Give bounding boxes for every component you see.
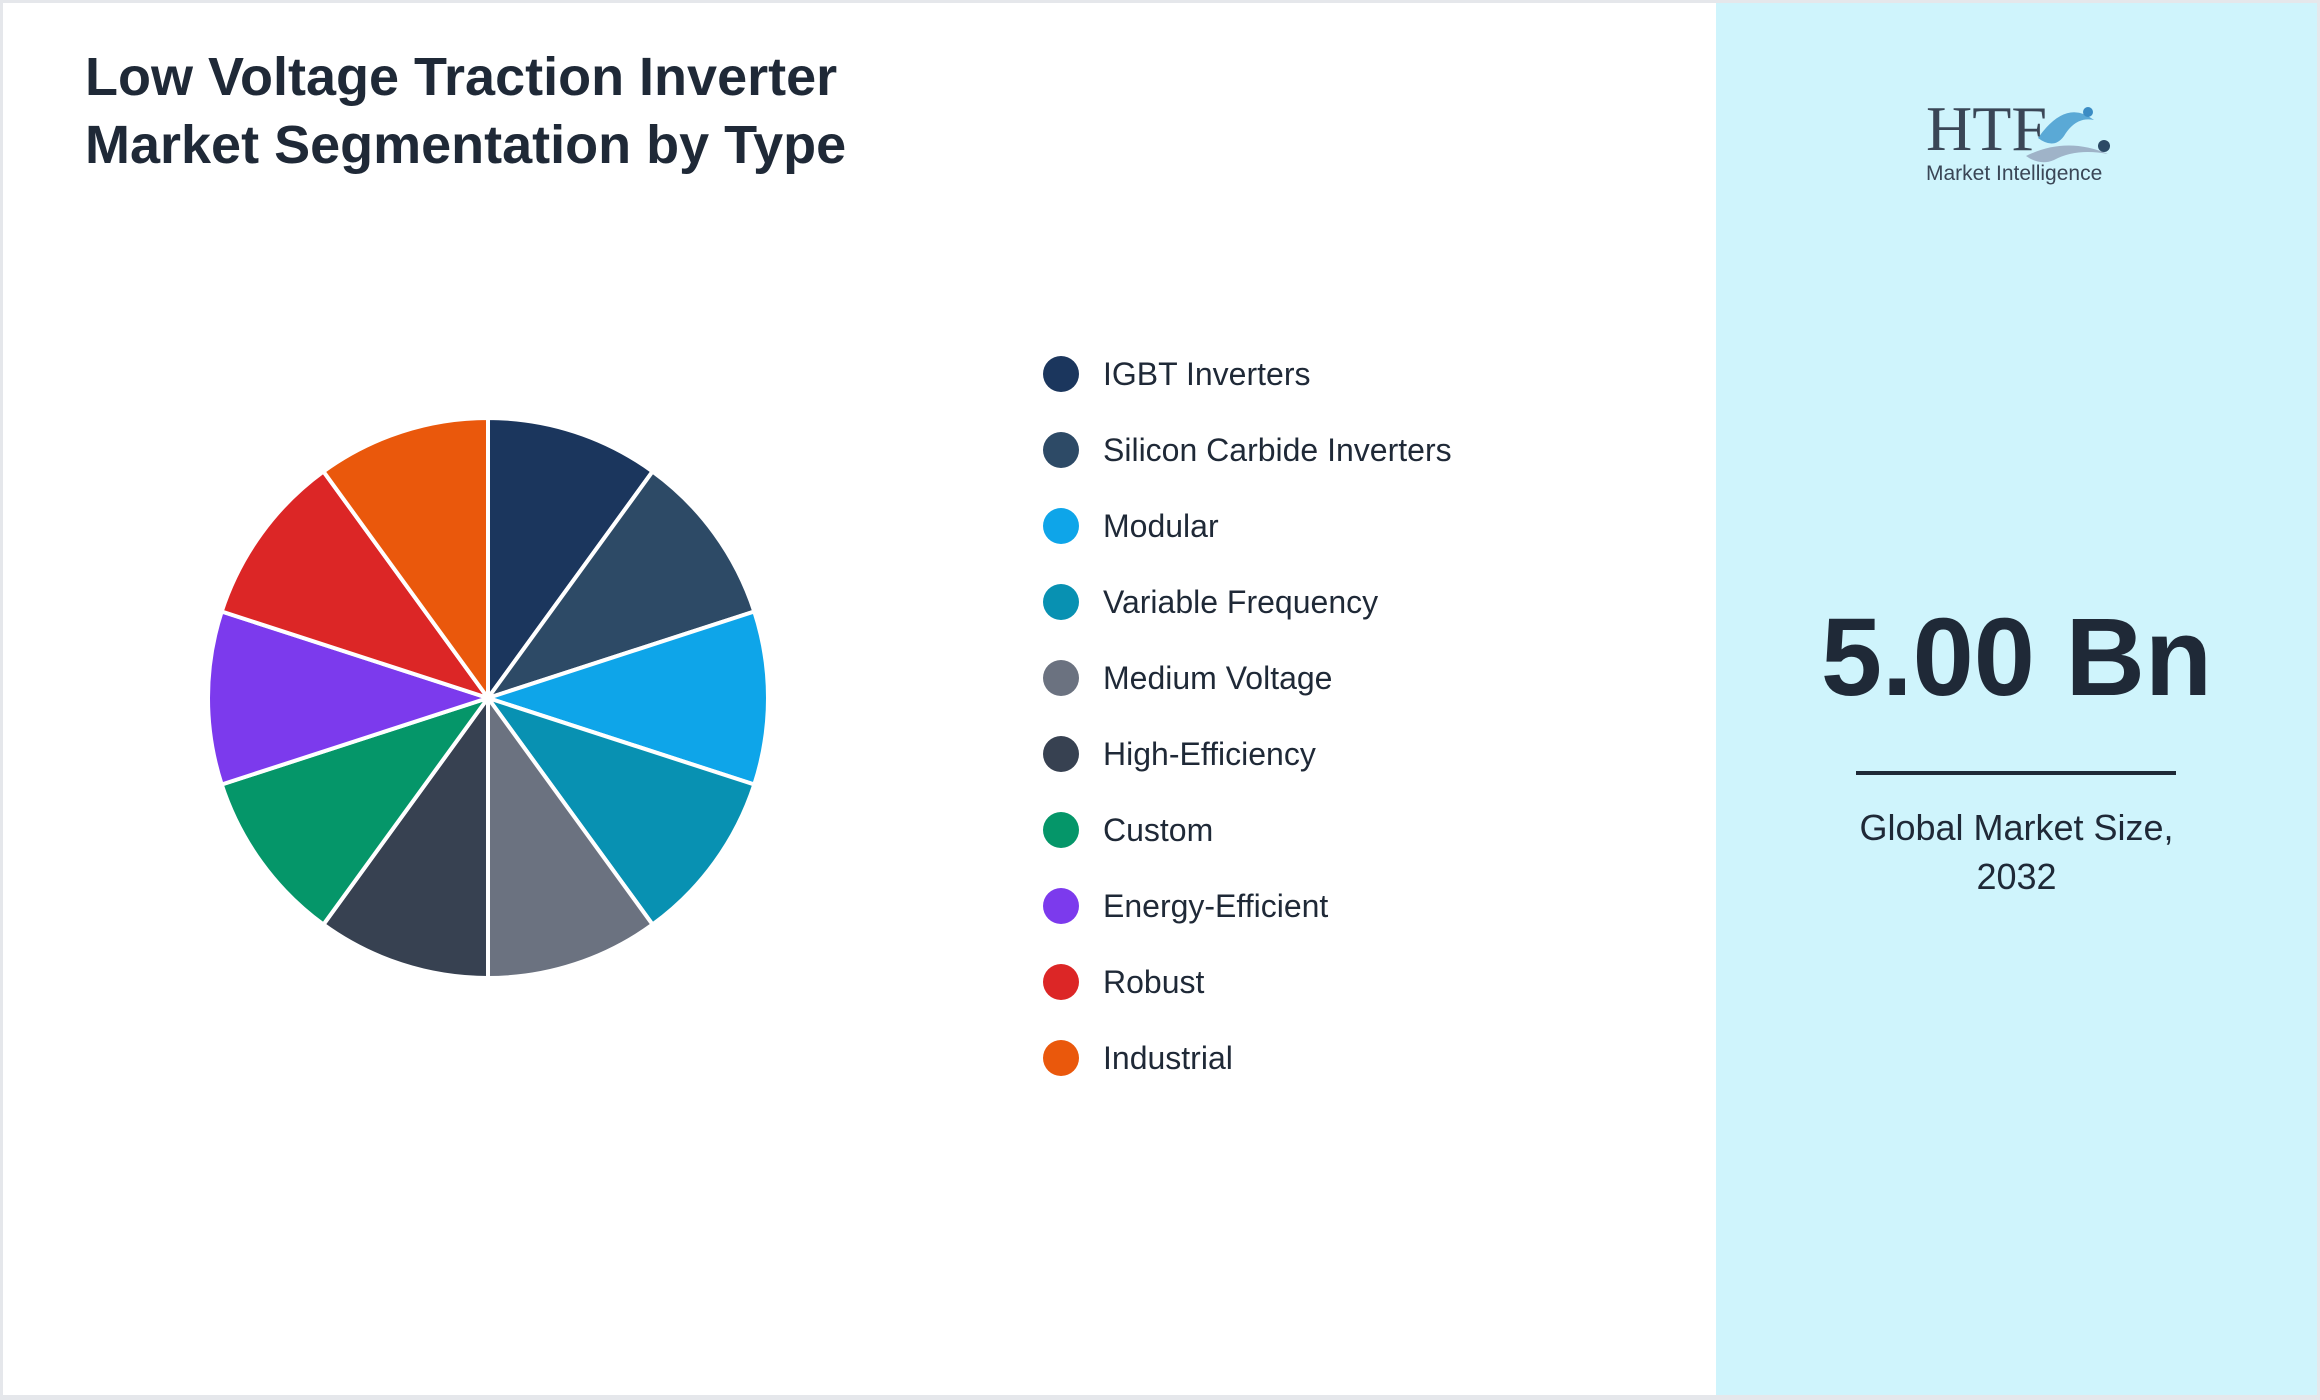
legend-label: Modular — [1103, 507, 1219, 544]
pie-slice-silicon-carbide-inverters — [486, 469, 757, 700]
pie-slice-custom — [219, 696, 490, 927]
legend-swatch — [1043, 356, 1079, 392]
metric-divider — [1856, 771, 2176, 775]
pie-slice-energy-efficient — [206, 609, 490, 787]
legend-item: Silicon Carbide Inverters — [1043, 412, 1452, 488]
legend-swatch — [1043, 432, 1079, 468]
chart-title-line-2: Market Segmentation by Type — [85, 115, 847, 175]
legend-swatch — [1043, 964, 1079, 1000]
legend-label: Energy-Efficient — [1103, 887, 1329, 924]
legend-item: Industrial — [1043, 1020, 1452, 1096]
pie-slice-variable-frequency — [486, 696, 757, 927]
legend-label: Custom — [1103, 811, 1214, 848]
pie-slice-medium-voltage — [486, 696, 655, 980]
legend-label: Industrial — [1103, 1039, 1233, 1076]
logo-subtitle: Market Intelligence — [1926, 162, 2102, 185]
legend-item: IGBT Inverters — [1043, 336, 1452, 412]
legend-label: Silicon Carbide Inverters — [1103, 431, 1452, 468]
legend-swatch — [1043, 812, 1079, 848]
pie-slice-robust — [219, 469, 490, 700]
pie-slice-industrial — [321, 416, 490, 700]
legend-item: High-Efficiency — [1043, 716, 1452, 792]
caption-line-1: Global Market Size, — [1859, 807, 2174, 848]
legend-item: Robust — [1043, 944, 1452, 1020]
market-size-value: 5.00 Bn — [1820, 596, 2213, 719]
legend-swatch — [1043, 508, 1079, 544]
htf-logo-icon: HTF Market Intelligence — [1926, 93, 2110, 185]
chart-legend: IGBT Inverters Silicon Carbide Inverters M… — [1043, 336, 1452, 1096]
legend-swatch — [1043, 1040, 1079, 1076]
legend-item: Energy-Efficient — [1043, 868, 1452, 944]
pie-slice-modular — [486, 609, 770, 787]
infographic-card: Low Voltage Traction Inverter Market Seg… — [3, 3, 2317, 1395]
legend-label: Robust — [1103, 963, 1205, 1000]
logo-mark: HTF — [1926, 93, 2047, 164]
legend-label: Variable Frequency — [1103, 583, 1379, 620]
legend-swatch — [1043, 584, 1079, 620]
logo-dot-icon — [2083, 107, 2093, 117]
chart-title-line-1: Low Voltage Traction Inverter — [85, 47, 838, 107]
caption-line-2: 2032 — [1976, 856, 2057, 897]
legend-item: Custom — [1043, 792, 1452, 868]
pie-slice-igbt-inverters — [486, 416, 655, 700]
legend-swatch — [1043, 736, 1079, 772]
logo-swoosh-icon — [2038, 112, 2094, 144]
legend-item: Medium Voltage — [1043, 640, 1452, 716]
pie-chart — [206, 416, 770, 980]
chart-title: Low Voltage Traction Inverter Market Seg… — [85, 43, 1085, 179]
legend-label: Medium Voltage — [1103, 659, 1333, 696]
legend-item: Modular — [1043, 488, 1452, 564]
logo-wave-icon — [2026, 145, 2108, 163]
logo-dot-icon — [2098, 140, 2110, 152]
legend-swatch — [1043, 888, 1079, 924]
legend-label: High-Efficiency — [1103, 735, 1316, 772]
legend-swatch — [1043, 660, 1079, 696]
market-size-caption: Global Market Size, 2032 — [1716, 803, 2317, 901]
summary-panel: HTF Market Intelligence 5.00 Bn Global M… — [1716, 3, 2317, 1395]
legend-item: Variable Frequency — [1043, 564, 1452, 640]
pie-slice-high-efficiency — [321, 696, 490, 980]
legend-label: IGBT Inverters — [1103, 355, 1311, 392]
